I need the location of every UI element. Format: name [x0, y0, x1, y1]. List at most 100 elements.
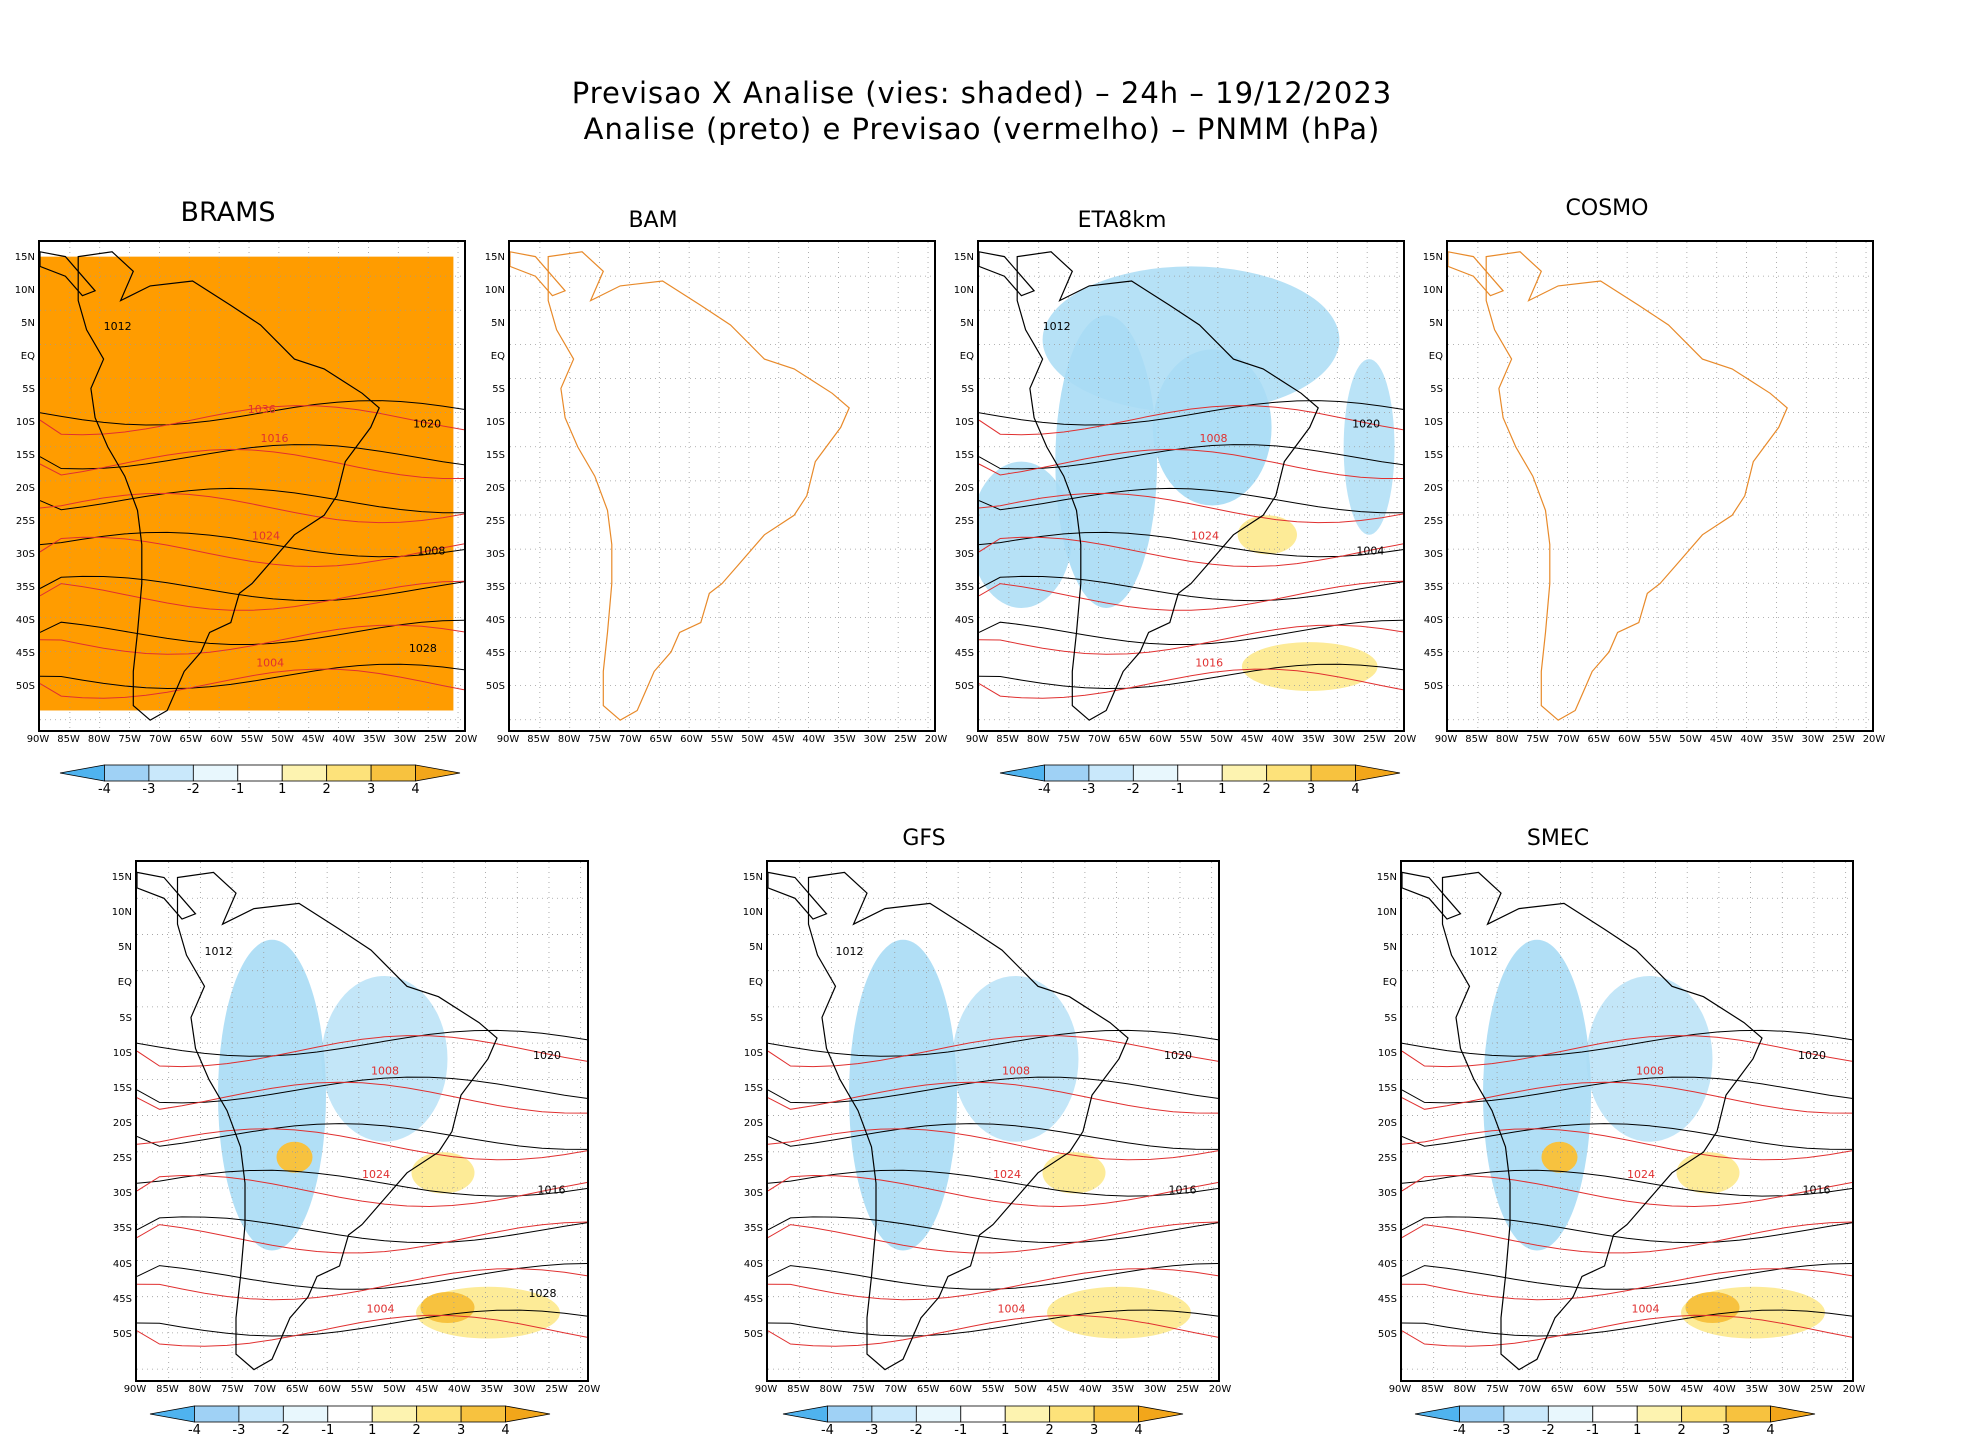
map-canvas [510, 242, 934, 730]
lon-tick-label: 20W [454, 734, 478, 745]
positive-bias-area [1042, 1152, 1106, 1194]
map-canvas: 1012 1008 1016 1004 1020 1024 1028 [137, 862, 587, 1380]
lon-tick-label: 85W [527, 734, 550, 745]
lat-tick-label: 40S [485, 615, 505, 626]
central-america-outline [979, 251, 1036, 297]
forecast-isobar [40, 624, 464, 655]
lat-tick-label: EQ [117, 977, 132, 989]
lat-tick-label: 15N [742, 872, 763, 883]
lon-tick-label: 65W [179, 734, 203, 745]
contour-label: 1020 [1352, 417, 1380, 430]
colorbar-label: -3 [1082, 782, 1096, 797]
colorbar-segment [1725, 1405, 1771, 1423]
lat-tick-label: 15N [1376, 872, 1397, 883]
lon-tick-label: 25W [1832, 734, 1855, 745]
forecast-isobar [40, 536, 464, 568]
lat-tick-label: 50S [1377, 1328, 1397, 1340]
lat-tick-label: 30S [15, 549, 35, 560]
map-canvas: 1012 1008 1016 1004 1020 1024 [1402, 862, 1852, 1380]
map-canvas: 1012 1016 1008 1004 1020 1024 1028 1036 [40, 242, 464, 730]
lon-tick-label: 35W [1745, 1384, 1769, 1395]
colorbar-segment [1177, 764, 1223, 782]
lon-tick-label: 45W [1680, 1384, 1704, 1395]
lat-tick-label: 35S [15, 582, 35, 593]
lon-tick-label: 55W [1648, 734, 1672, 745]
contour-label: 1008 [371, 1064, 399, 1077]
negative-bias-area [218, 939, 326, 1251]
lat-tick-label: 35S [1377, 1223, 1397, 1235]
lat-tick-label: 15N [484, 252, 505, 263]
lon-tick-label: 85W [787, 1384, 810, 1395]
contour-label: 1024 [1627, 1168, 1655, 1181]
lat-tick-label: 50S [112, 1328, 132, 1340]
lat-tick-label: 20S [1377, 1118, 1397, 1129]
panel-title: BRAMS [180, 197, 276, 228]
lon-tick-label: 20W [1862, 734, 1886, 745]
lon-tick-label: 20W [1208, 1384, 1232, 1395]
lon-tick-label: 80W [819, 1384, 843, 1395]
lon-tick-label: 65W [916, 1384, 940, 1395]
analysis-isobar [40, 531, 464, 558]
lon-tick-label: 50W [1014, 1384, 1037, 1395]
lon-tick-label: 90W [1388, 1384, 1412, 1395]
forecast-isobar [768, 1174, 1218, 1208]
lon-tick-label: 70W [1556, 734, 1580, 745]
colorbar [59, 764, 461, 782]
lon-tick-label: 40W [1078, 1384, 1102, 1395]
lon-tick-label: 55W [1179, 734, 1203, 745]
contour-label: 1016 [1803, 1184, 1831, 1197]
figure-title-line1: Previsao X Analise (vies: shaded) – 24h … [571, 76, 1393, 110]
lon-tick-label: 60W [1583, 1384, 1606, 1395]
contour-label: 1012 [1043, 320, 1071, 333]
colorbar-label: 1 [278, 782, 287, 797]
contour-label: 1016 [538, 1184, 566, 1197]
lon-tick-label: 45W [771, 734, 795, 745]
contour-label: 1020 [533, 1049, 561, 1062]
lon-tick-label: 20W [924, 734, 948, 745]
lat-tick-label: 10S [1423, 417, 1443, 428]
lat-tick-label: 20S [15, 483, 35, 494]
analysis-isobar [137, 1169, 587, 1197]
colorbar-label: 2 [412, 1423, 421, 1438]
forecast-isobar [137, 1081, 587, 1114]
lat-tick-label: EQ [490, 351, 505, 362]
forecast-isobar [40, 448, 464, 479]
lat-tick-label: 15S [15, 450, 35, 461]
analysis-isobar [137, 1263, 587, 1290]
lat-tick-label: 25S [1377, 1153, 1397, 1165]
map-frame: 1012 1008 1016 1004 1020 1024 [766, 860, 1220, 1382]
contour-label: 1020 [1798, 1049, 1826, 1062]
south-america-outline [1485, 251, 1788, 721]
lat-tick-label: 50S [954, 681, 974, 692]
lat-tick-label: 20S [112, 1118, 132, 1129]
lat-tick-label: 45S [1377, 1293, 1397, 1305]
map-frame [508, 240, 936, 732]
contour-label: 1004 [1356, 544, 1384, 557]
forecast-isobar [1402, 1128, 1852, 1161]
lat-tick-label: 5S [22, 384, 35, 395]
analysis-isobar [40, 400, 464, 426]
lat-tick-label: 35S [112, 1223, 132, 1235]
colorbar-segment [827, 1405, 873, 1423]
lat-tick-label: 10N [1422, 285, 1443, 296]
colorbar-segment [1636, 1405, 1683, 1423]
positive-bias-area [411, 1152, 475, 1194]
lat-tick-label: 50S [15, 681, 35, 692]
colorbar-segment [148, 764, 194, 782]
forecast-isobar [1402, 1081, 1852, 1114]
lon-tick-label: 75W [588, 734, 612, 745]
lon-tick-label: 40W [1712, 1384, 1736, 1395]
lat-tick-label: 25S [112, 1153, 132, 1165]
lon-tick-label: 55W [240, 734, 264, 745]
negative-bias-area [849, 939, 957, 1251]
lon-tick-label: 65W [1587, 734, 1611, 745]
lat-tick-label: 15S [954, 450, 974, 461]
colorbar-label: -1 [321, 1423, 335, 1438]
colorbar-segment [1547, 1405, 1594, 1423]
lon-tick-label: 60W [210, 734, 233, 745]
colorbar-segment [104, 764, 150, 782]
south-america-outline [1441, 871, 1763, 1371]
lon-tick-label: 80W [188, 1384, 212, 1395]
forecast-isobar [137, 1221, 587, 1254]
lon-tick-label: 75W [118, 734, 142, 745]
